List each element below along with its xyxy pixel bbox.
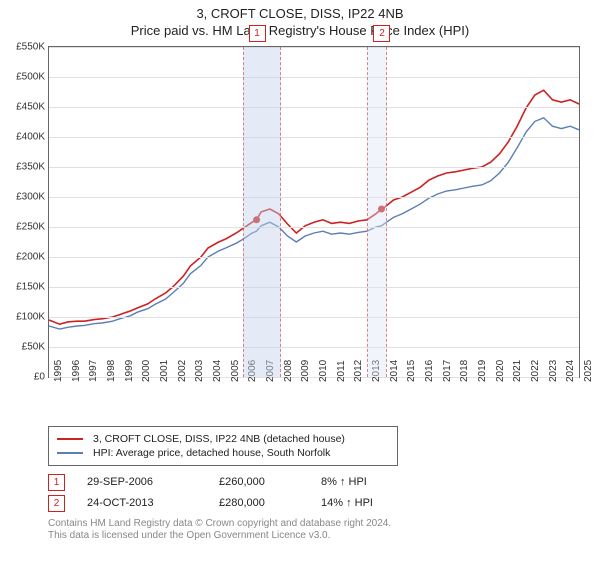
sale-marker: 1 xyxy=(249,25,266,42)
x-axis-label: 2024 xyxy=(565,360,576,382)
footnote-line: Contains HM Land Registry data © Crown c… xyxy=(48,518,600,531)
y-axis-label: £200K xyxy=(3,251,45,262)
legend-label: HPI: Average price, detached house, Sout… xyxy=(93,447,330,459)
y-axis-label: £350K xyxy=(3,161,45,172)
title-line-2: Price paid vs. HM Land Registry's House … xyxy=(0,23,600,40)
sale-marker: 2 xyxy=(373,25,390,42)
x-axis-label: 2014 xyxy=(389,360,400,382)
sales-list: 1 29-SEP-2006 £260,000 8% ↑ HPI 2 24-OCT-2013… xyxy=(48,474,600,512)
y-axis-label: £400K xyxy=(3,131,45,142)
sale-row: 1 29-SEP-2006 £260,000 8% ↑ HPI xyxy=(48,474,600,491)
y-axis-label: £550K xyxy=(3,41,45,52)
legend-swatch xyxy=(57,452,83,454)
x-axis-label: 2010 xyxy=(318,360,329,382)
y-axis-label: £100K xyxy=(3,311,45,322)
y-axis-label: £500K xyxy=(3,71,45,82)
series-hpi xyxy=(49,118,579,329)
sale-index: 2 xyxy=(48,495,65,512)
sale-period-band xyxy=(243,47,280,377)
y-axis-label: £150K xyxy=(3,281,45,292)
x-axis-label: 2001 xyxy=(159,360,170,382)
gridline xyxy=(49,107,579,108)
series-price_paid xyxy=(49,90,579,324)
x-axis-label: 2015 xyxy=(406,360,417,382)
sale-date: 29-SEP-2006 xyxy=(87,476,197,488)
x-axis-label: 1997 xyxy=(88,360,99,382)
x-axis-label: 2016 xyxy=(424,360,435,382)
sale-date: 24-OCT-2013 xyxy=(87,497,197,509)
sale-row: 2 24-OCT-2013 £280,000 14% ↑ HPI xyxy=(48,495,600,512)
x-axis-label: 2022 xyxy=(530,360,541,382)
x-axis-label: 2002 xyxy=(177,360,188,382)
gridline xyxy=(49,167,579,168)
sale-delta: 14% ↑ HPI xyxy=(321,497,411,509)
y-axis-label: £450K xyxy=(3,101,45,112)
x-axis-label: 1998 xyxy=(106,360,117,382)
chart-title: 3, CROFT CLOSE, DISS, IP22 4NB Price pai… xyxy=(0,6,600,40)
sale-price: £260,000 xyxy=(219,476,299,488)
sale-index: 1 xyxy=(48,474,65,491)
x-axis-label: 2017 xyxy=(442,360,453,382)
gridline xyxy=(49,137,579,138)
x-axis-label: 2021 xyxy=(512,360,523,382)
x-axis-label: 2004 xyxy=(212,360,223,382)
x-axis-label: 2020 xyxy=(495,360,506,382)
x-axis-label: 2025 xyxy=(583,360,594,382)
x-axis-label: 2005 xyxy=(230,360,241,382)
gridline xyxy=(49,227,579,228)
x-axis-label: 2003 xyxy=(194,360,205,382)
x-axis-label: 2019 xyxy=(477,360,488,382)
gridline xyxy=(49,257,579,258)
gridline xyxy=(49,347,579,348)
legend-item-price-paid: 3, CROFT CLOSE, DISS, IP22 4NB (detached… xyxy=(57,433,389,445)
chart-lines xyxy=(49,47,579,377)
x-axis-label: 2018 xyxy=(459,360,470,382)
footnote: Contains HM Land Registry data © Crown c… xyxy=(48,518,600,543)
y-axis-label: £0 xyxy=(3,371,45,382)
y-axis-label: £50K xyxy=(3,341,45,352)
title-line-1: 3, CROFT CLOSE, DISS, IP22 4NB xyxy=(0,6,600,23)
x-axis-label: 2012 xyxy=(353,360,364,382)
legend-swatch xyxy=(57,438,83,440)
sale-delta: 8% ↑ HPI xyxy=(321,476,411,488)
footnote-line: This data is licensed under the Open Gov… xyxy=(48,530,600,543)
gridline xyxy=(49,77,579,78)
y-axis-label: £250K xyxy=(3,221,45,232)
price-chart: £0£50K£100K£150K£200K£250K£300K£350K£400… xyxy=(48,46,580,378)
gridline xyxy=(49,317,579,318)
y-axis-label: £300K xyxy=(3,191,45,202)
legend: 3, CROFT CLOSE, DISS, IP22 4NB (detached… xyxy=(48,426,398,466)
x-axis-label: 1995 xyxy=(53,360,64,382)
x-axis-label: 2000 xyxy=(141,360,152,382)
gridline xyxy=(49,287,579,288)
x-axis-label: 1999 xyxy=(124,360,135,382)
gridline xyxy=(49,47,579,48)
x-axis-label: 2008 xyxy=(283,360,294,382)
legend-item-hpi: HPI: Average price, detached house, Sout… xyxy=(57,447,389,459)
x-axis-label: 2023 xyxy=(548,360,559,382)
x-axis-label: 2009 xyxy=(300,360,311,382)
x-axis-label: 1996 xyxy=(71,360,82,382)
sale-period-band xyxy=(367,47,387,377)
legend-label: 3, CROFT CLOSE, DISS, IP22 4NB (detached… xyxy=(93,433,345,445)
gridline xyxy=(49,197,579,198)
x-axis-label: 2011 xyxy=(336,360,347,382)
sale-price: £280,000 xyxy=(219,497,299,509)
